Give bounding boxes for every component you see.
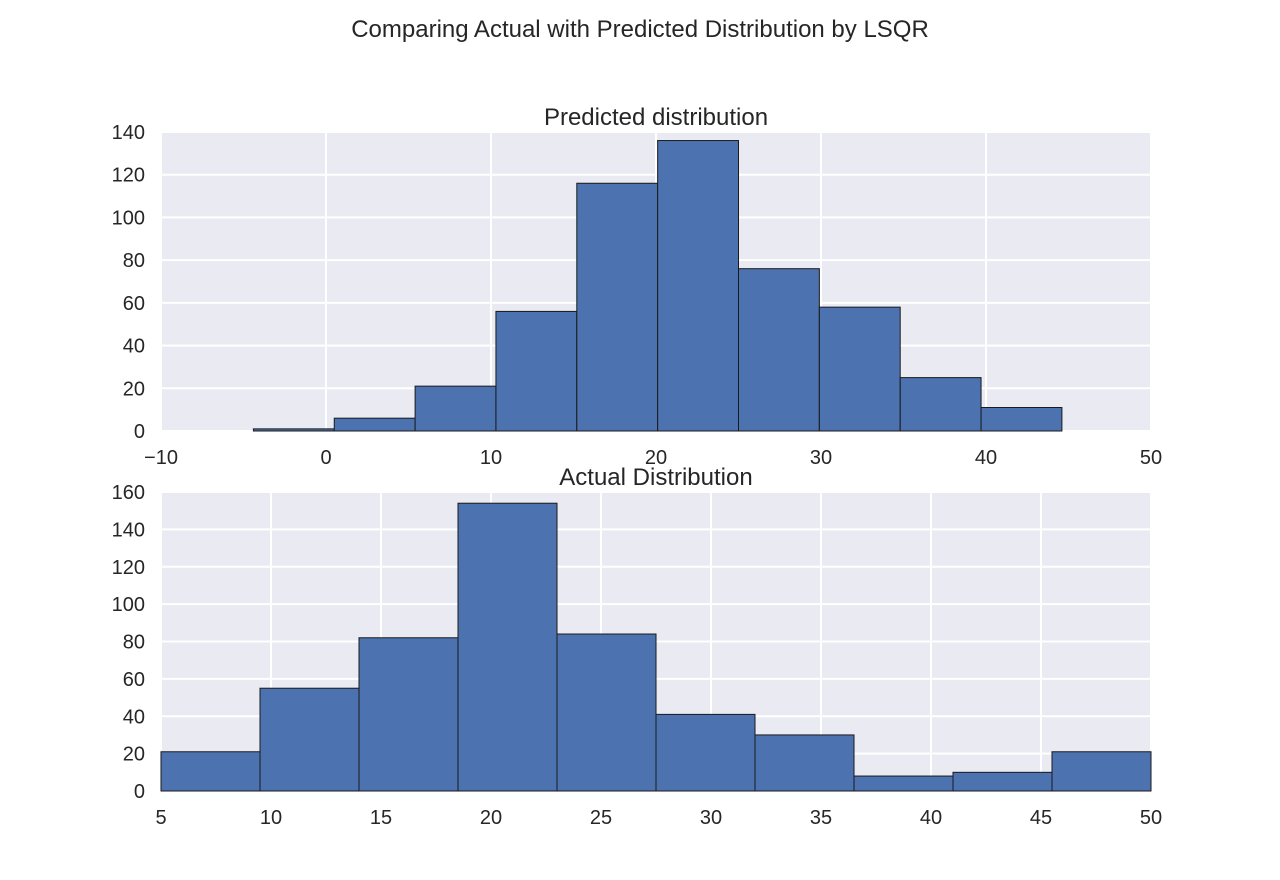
actual-y-tick-label: 120 [112,557,145,579]
predicted-bar [738,268,820,432]
actual-x-tick-label: 20 [480,807,502,829]
actual-bar [853,775,954,792]
actual-bar [556,633,657,792]
actual-x-tick-label: 30 [700,807,722,829]
predicted-bar [576,182,659,432]
actual-bar [358,637,459,792]
actual-bar [259,687,360,792]
predicted-bar [980,407,1063,432]
predicted-bar [899,377,982,432]
actual-x-tick-label: 45 [1030,807,1052,829]
actual-bar [457,502,558,792]
figure-title: Comparing Actual with Predicted Distribu… [351,16,929,43]
actual-y-tick-label: 80 [123,632,145,654]
predicted-x-tick-label: −10 [144,447,178,469]
predicted-bar [252,428,335,432]
actual-chart: Actual Distribution 5 10 15 20 25 30 35 40 45 50 0 2… [112,464,1163,829]
predicted-bar [333,417,416,432]
actual-x-tick-label: 35 [810,807,832,829]
predicted-y-tick-label: 120 [112,165,145,187]
predicted-bar [414,385,497,432]
predicted-y-tick-label: 60 [123,293,145,315]
actual-y-tick-label: 100 [112,594,145,616]
actual-chart-title: Actual Distribution [559,464,752,491]
actual-bar [754,734,855,792]
predicted-bar [657,140,740,432]
predicted-y-tick-label: 100 [112,207,145,229]
predicted-x-tick-label: 40 [975,447,997,469]
predicted-x-tick-label: 30 [810,447,832,469]
actual-y-tick-label: 20 [123,744,145,766]
actual-x-tick-label: 25 [590,807,612,829]
actual-bar [655,713,756,792]
actual-x-tick-label: 10 [260,807,282,829]
actual-y-tick-label: 140 [112,519,145,541]
predicted-bar [495,310,578,432]
actual-x-tick-label: 15 [370,807,392,829]
predicted-y-tick-label: 20 [123,378,145,400]
actual-y-tick-label: 60 [123,669,145,691]
predicted-x-tick-label: 0 [320,447,331,469]
predicted-y-tick-label: 80 [123,250,145,272]
actual-x-tick-label: 5 [155,807,166,829]
actual-bar [952,771,1053,792]
predicted-x-tick-label: 20 [645,447,667,469]
predicted-y-tick-label: 0 [134,421,145,443]
actual-bar [1051,751,1152,792]
predicted-x-tick-label: 10 [480,447,502,469]
actual-y-tick-label: 0 [134,781,145,803]
predicted-bar [818,306,901,432]
predicted-x-tick-label: 50 [1140,447,1162,469]
predicted-chart: Predicted distribution −10 0 10 20 30 40 50 0 20 4… [112,104,1163,469]
predicted-y-tick-label: 40 [123,336,145,358]
actual-y-tick-label: 160 [112,482,145,504]
predicted-y-tick-label: 140 [112,122,145,144]
actual-x-tick-label: 50 [1140,807,1162,829]
actual-x-tick-label: 40 [920,807,942,829]
predicted-chart-title: Predicted distribution [544,104,768,131]
actual-bar [160,751,261,792]
actual-y-tick-label: 40 [123,706,145,728]
